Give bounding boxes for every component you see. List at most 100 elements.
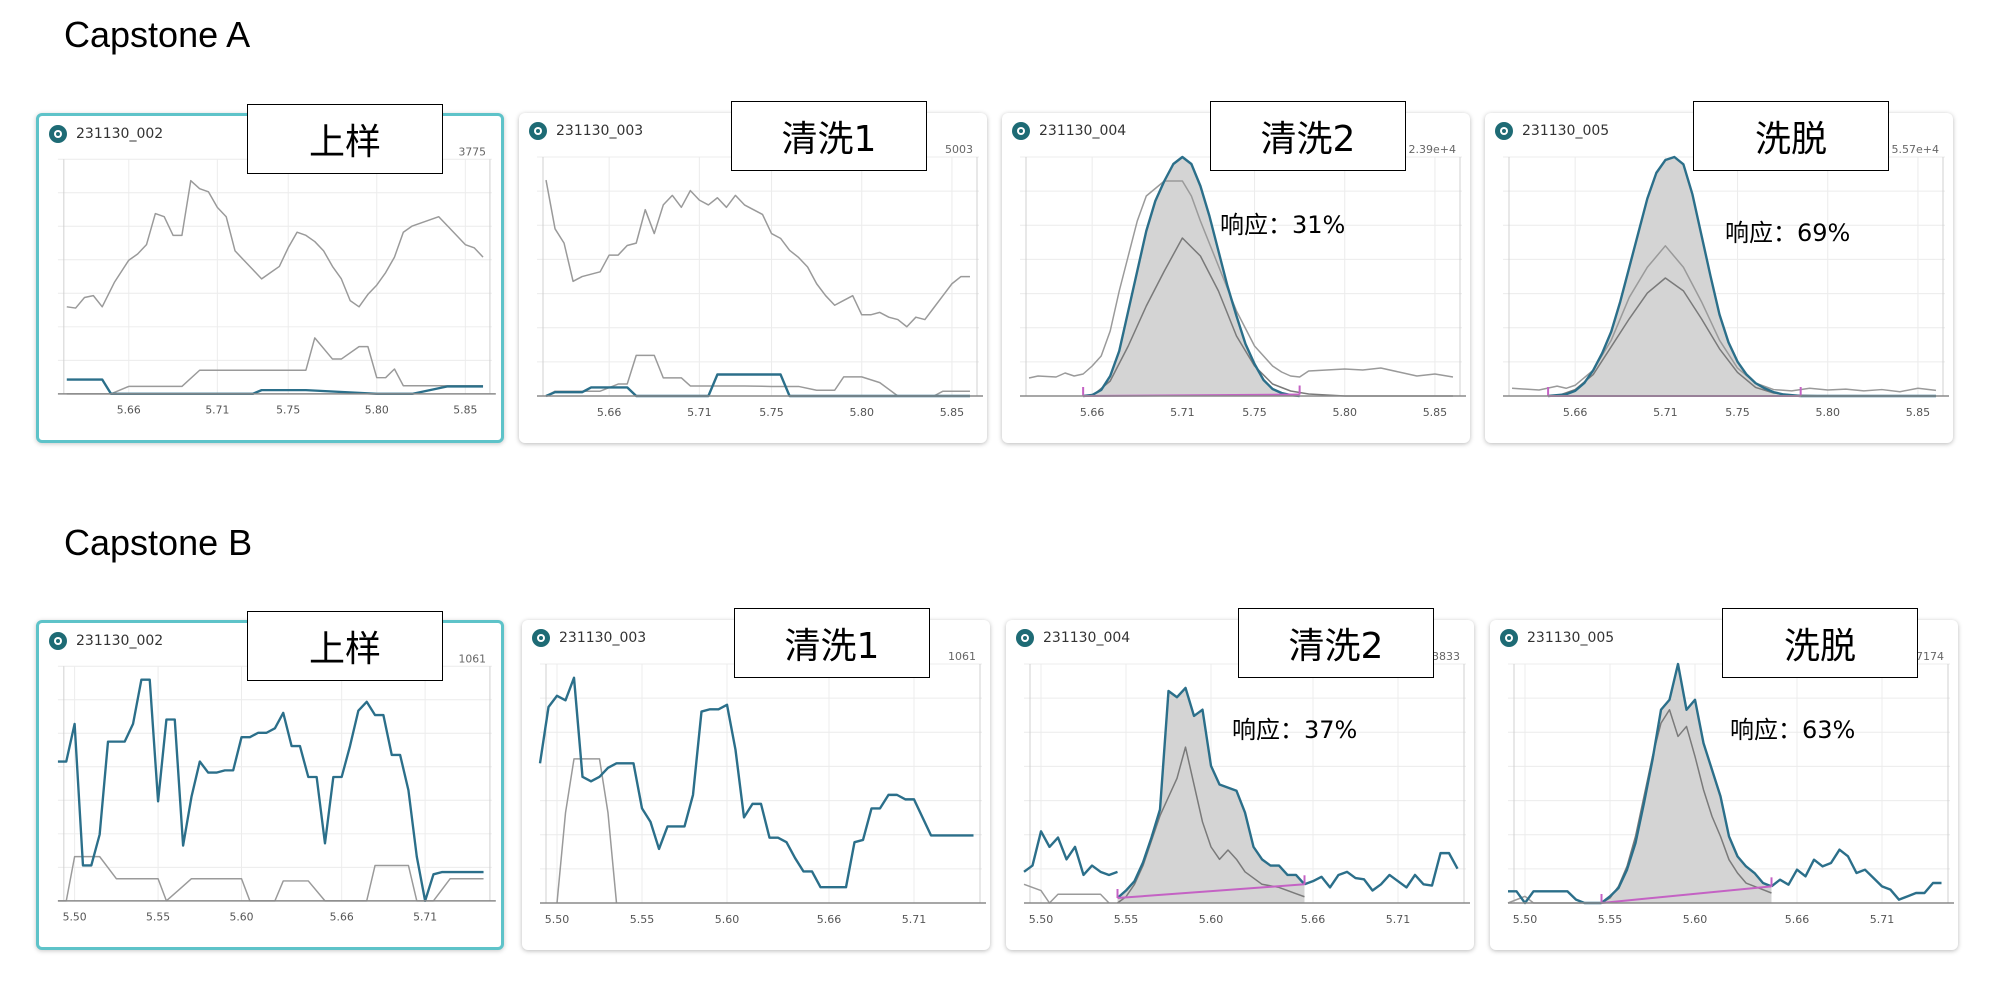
panel-header: 231130_005 (1495, 122, 1609, 140)
x-tick-label: 5.71 (413, 910, 437, 923)
max-intensity-label: 3833 (1432, 650, 1460, 663)
stage-label-box: 洗脱 (1693, 101, 1889, 171)
sample-radio-icon[interactable] (1016, 629, 1034, 647)
grid (57, 158, 492, 395)
response-percent-label: 响应：69% (1725, 219, 1851, 247)
grid (57, 665, 492, 902)
sample-radio-icon[interactable] (1012, 122, 1030, 140)
trace-series-0 (1511, 245, 1937, 393)
panel-header: 231130_004 (1016, 629, 1130, 647)
x-tick-label: 5.75 (1242, 406, 1267, 419)
sample-id-label: 231130_002 (76, 126, 164, 142)
panel-header: 231130_003 (532, 629, 646, 647)
stage-label-box: 清洗2 (1238, 608, 1434, 678)
chromatogram-chart: 5.50 5.55 5.60 5.66 5.71 3833 (1023, 650, 1470, 926)
max-intensity-label: 5003 (945, 143, 973, 156)
chromatogram-panel[interactable]: 5.50 5.55 5.60 5.66 5.71 3833 231130_004 清洗2 响应：… (1006, 608, 1474, 950)
sample-radio-icon[interactable] (1495, 122, 1513, 140)
x-tick-label: 5.71 (902, 913, 927, 926)
x-tick-label: 5.85 (453, 403, 477, 416)
max-intensity-label: 7174 (1916, 650, 1944, 663)
x-tick-label: 5.50 (1513, 913, 1538, 926)
trace-series-1 (1091, 237, 1453, 397)
x-tick-label: 5.50 (63, 910, 87, 923)
response-percent-label: 响应：63% (1730, 716, 1856, 744)
sample-radio-icon[interactable] (49, 632, 67, 650)
x-tick-label: 5.55 (1114, 913, 1139, 926)
stage-label-box: 上样 (247, 104, 443, 174)
x-tick-label: 5.85 (1906, 406, 1931, 419)
x-tick-label: 5.66 (1785, 913, 1810, 926)
sample-radio-icon[interactable] (49, 125, 67, 143)
trace-series-3 (1023, 830, 1118, 877)
x-tick-label: 5.80 (1815, 406, 1840, 419)
sample-radio-icon[interactable] (532, 629, 550, 647)
trace-series-0 (1023, 883, 1110, 904)
x-tick-label: 5.85 (1423, 406, 1448, 419)
sample-id-label: 231130_003 (559, 630, 647, 646)
x-tick-label: 5.80 (1332, 406, 1357, 419)
x-tick-label: 5.71 (205, 403, 229, 416)
trace-series-0 (1028, 180, 1454, 379)
chromatogram-chart: 5.50 5.55 5.60 5.66 5.71 1061 (538, 650, 986, 926)
grid (540, 663, 982, 904)
section-capstone-a-title: Capstone A (64, 14, 251, 55)
chromatogram-panel[interactable]: 5.66 5.71 5.75 5.80 5.85 5003 231130_003 清洗1 (519, 101, 987, 443)
trace-series-1 (66, 337, 484, 395)
chromatogram-panel[interactable]: 5.66 5.71 5.75 5.80 5.85 5.57e+4 231130_005 洗脱响… (1485, 101, 1953, 443)
trace-series-2 (1600, 662, 1772, 904)
stage-label-box: 洗脱 (1722, 608, 1918, 678)
chromatogram-chart: 5.66 5.71 5.75 5.80 5.85 5.57e+4 (1503, 143, 1949, 419)
trace-series-0 (66, 179, 484, 309)
panel-header: 231130_005 (1500, 629, 1614, 647)
section-capstone-b-title: Capstone B (64, 522, 253, 563)
x-tick-label: 5.80 (365, 403, 389, 416)
sample-id-label: 231130_005 (1527, 630, 1615, 646)
chromatogram-panel[interactable]: 5.66 5.71 5.75 5.80 5.85 2.39e+4 231130_004 清洗2… (1002, 101, 1470, 443)
trace-series-0 (57, 855, 484, 902)
chromatogram-panel[interactable]: 5.66 5.71 5.75 5.80 5.85 3775 231130_002 上样 (36, 104, 504, 443)
chromatogram-panel[interactable]: 5.50 5.55 5.60 5.66 5.71 7174 231130_005 洗脱 响应：6… (1490, 608, 1958, 950)
x-tick-label: 5.66 (1301, 913, 1326, 926)
stage-label-box: 上样 (247, 611, 443, 681)
max-intensity-label: 3775 (459, 145, 486, 158)
trace-series-3 (1508, 890, 1602, 905)
x-tick-label: 5.55 (146, 910, 170, 923)
x-tick-label: 5.55 (630, 913, 655, 926)
trace-series-1 (538, 676, 974, 889)
chromatogram-panel[interactable]: 5.50 5.55 5.60 5.66 5.71 1061 231130_002 上样 (36, 611, 504, 950)
panel-header: 231130_003 (529, 122, 643, 140)
sample-radio-icon[interactable] (1500, 629, 1518, 647)
x-tick-label: 5.71 (1653, 406, 1678, 419)
max-intensity-label: 1061 (948, 650, 976, 663)
x-tick-label: 5.75 (276, 403, 300, 416)
integration-baseline (1117, 883, 1305, 900)
trace-series-1 (57, 678, 484, 903)
trace-series-2 (1547, 155, 1801, 398)
x-tick-label: 5.71 (1386, 913, 1411, 926)
stage-label-box: 清洗1 (731, 101, 927, 171)
x-tick-label: 5.75 (1725, 406, 1750, 419)
chromatogram-panel[interactable]: 5.50 5.55 5.60 5.66 5.71 1061 231130_003 清洗1 (522, 608, 990, 950)
x-tick-label: 5.50 (1029, 913, 1054, 926)
trace-series-2 (1083, 155, 1300, 398)
peak-area-fill (1117, 687, 1305, 903)
x-tick-label: 5.66 (597, 406, 622, 419)
chromatogram-chart: 5.50 5.55 5.60 5.66 5.71 1061 (57, 652, 496, 923)
sample-id-label: 231130_002 (76, 633, 164, 649)
max-intensity-label: 5.57e+4 (1892, 143, 1939, 156)
x-tick-label: 5.66 (1563, 406, 1588, 419)
x-tick-label: 5.60 (1199, 913, 1224, 926)
sample-radio-icon[interactable] (529, 122, 547, 140)
x-tick-label: 5.60 (715, 913, 740, 926)
trace-series-0 (556, 758, 618, 904)
x-tick-label: 5.66 (117, 403, 141, 416)
peak-area-fill (1548, 157, 1801, 396)
peak-area-fill (1083, 157, 1300, 396)
x-tick-label: 5.71 (687, 406, 712, 419)
x-tick-label: 5.80 (849, 406, 874, 419)
stage-label-box: 清洗1 (734, 608, 930, 678)
trace-series-4 (1304, 851, 1459, 892)
x-tick-label: 5.55 (1598, 913, 1623, 926)
response-percent-label: 响应：31% (1220, 211, 1346, 239)
